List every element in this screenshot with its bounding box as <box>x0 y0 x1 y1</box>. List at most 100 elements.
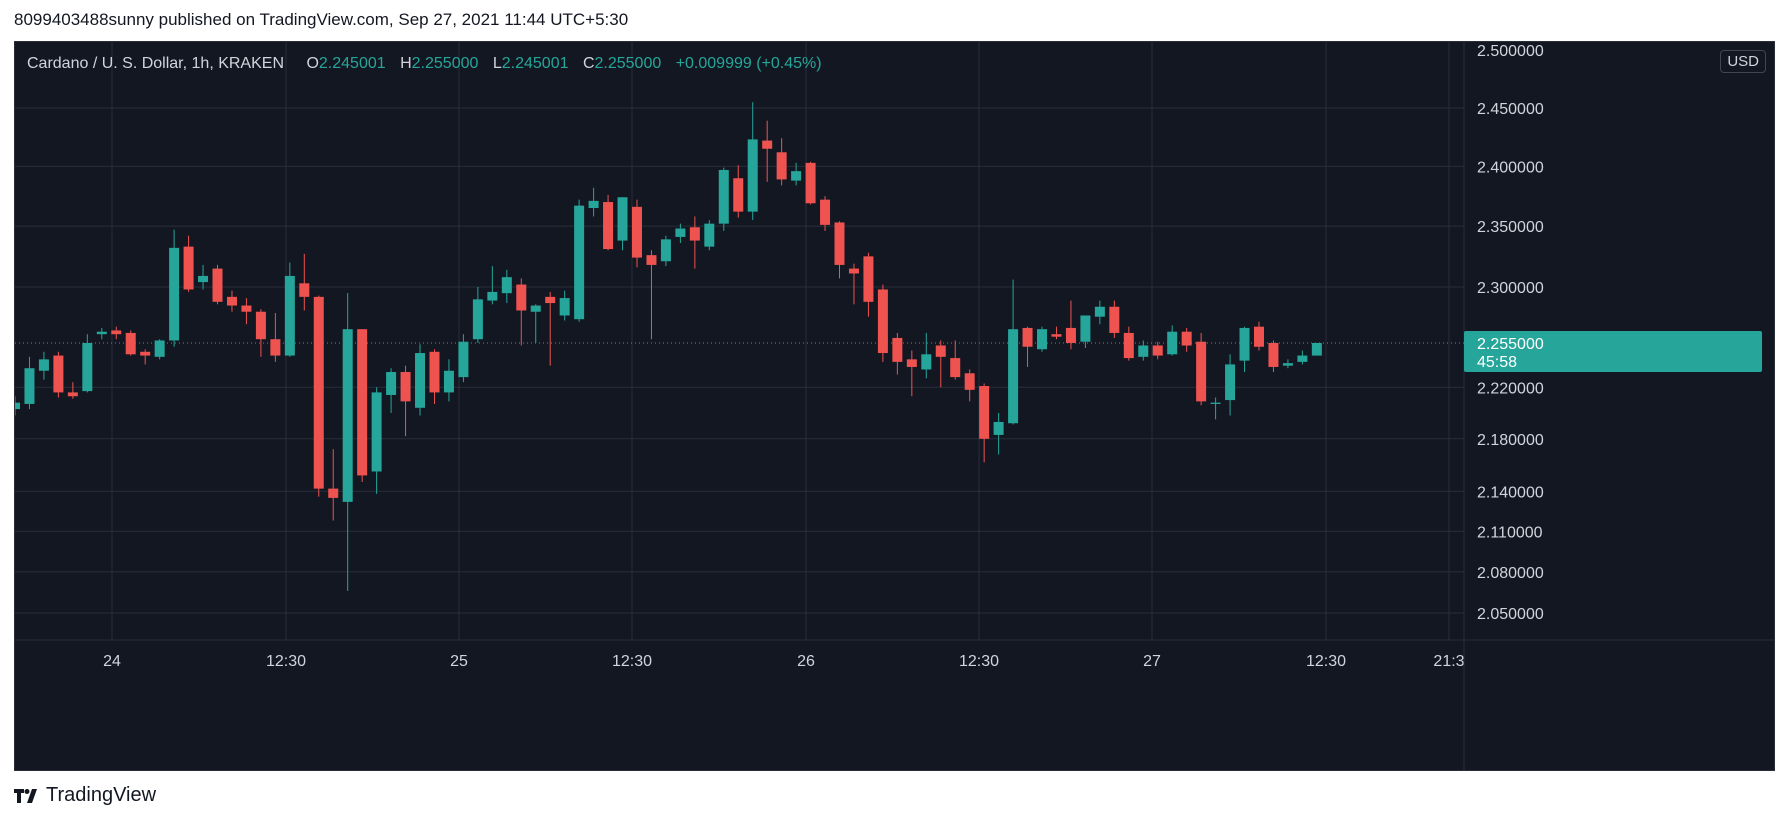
candle-body <box>935 345 946 357</box>
open-value: 2.245001 <box>318 55 386 72</box>
candle-body <box>704 223 715 247</box>
x-tick-label: 21:3 <box>1433 653 1464 670</box>
candle-body <box>921 354 932 370</box>
candle-body <box>689 227 700 241</box>
candle-body <box>1239 327 1250 361</box>
candle-body <box>964 373 975 390</box>
candle-body <box>574 205 585 320</box>
close-label: C <box>582 55 595 72</box>
candle-body <box>906 359 917 367</box>
x-tick-label: 12:30 <box>266 653 306 670</box>
candle-body <box>415 353 426 408</box>
tradingview-logo-icon <box>14 788 37 803</box>
y-tick-label: 2.350000 <box>1477 219 1544 236</box>
candle-body <box>877 289 888 354</box>
candle-body <box>588 200 599 209</box>
y-tick-label: 2.450000 <box>1477 101 1544 118</box>
candle-body <box>1094 306 1105 317</box>
symbol-title[interactable]: Cardano / U. S. Dollar, 1h, KRAKEN <box>27 55 284 72</box>
candle-body <box>82 342 93 392</box>
x-tick-label: 25 <box>450 653 468 670</box>
low-value: 2.245001 <box>501 55 569 72</box>
candle-body <box>15 402 20 410</box>
candle-body <box>1080 315 1091 342</box>
candle-body <box>1123 332 1134 359</box>
candle-body <box>950 358 961 378</box>
last-price-label: 2.255000 <box>1477 336 1544 353</box>
candle-body <box>487 291 498 301</box>
y-tick-label: 2.500000 <box>1477 43 1544 60</box>
candle-body <box>617 197 628 241</box>
candle-body <box>1196 341 1207 402</box>
y-tick-label: 2.220000 <box>1477 380 1544 397</box>
candle-body <box>472 299 483 340</box>
candle-body <box>762 140 773 149</box>
candle-body <box>400 372 411 402</box>
candle-body <box>1282 363 1293 366</box>
high-value: 2.255000 <box>411 55 479 72</box>
candle-body <box>313 296 324 489</box>
candle-body <box>1181 331 1192 346</box>
open-label: O <box>306 55 319 72</box>
x-tick-label: 12:30 <box>612 653 652 670</box>
candle-body <box>1022 327 1033 347</box>
y-tick-label: 2.140000 <box>1477 484 1544 501</box>
candle-body <box>545 296 556 304</box>
candle-body <box>386 372 397 395</box>
x-tick-label: 12:30 <box>959 653 999 670</box>
candle-body <box>733 178 744 212</box>
candle-body <box>1268 342 1279 367</box>
y-tick-label: 2.300000 <box>1477 280 1544 297</box>
candle-body <box>501 277 512 294</box>
candle-body <box>863 256 874 302</box>
candle-body <box>1297 355 1308 362</box>
candle-body <box>1225 364 1236 401</box>
low-label: L <box>492 55 502 72</box>
candle-body <box>328 488 339 498</box>
currency-badge[interactable]: USD <box>1720 50 1766 73</box>
candle-body <box>530 305 541 312</box>
candle-body <box>24 368 35 404</box>
candle-body <box>154 340 165 357</box>
candle-body <box>198 275 209 283</box>
candle-body <box>67 392 78 397</box>
candle-body <box>1210 402 1221 404</box>
y-tick-label: 2.400000 <box>1477 159 1544 176</box>
y-tick-label: 2.180000 <box>1477 432 1544 449</box>
change-value: +0.009999 (+0.45%) <box>675 55 822 72</box>
y-tick-label: 2.050000 <box>1477 606 1544 623</box>
candle-body <box>834 222 845 265</box>
tradingview-brand[interactable]: TradingView <box>14 784 156 807</box>
candle-body <box>1167 331 1178 355</box>
countdown-label: 45:58 <box>1477 354 1517 371</box>
candle-body <box>429 351 440 393</box>
chart-panel[interactable]: 2.050000 2.080000 2.110000 2.140000 2.180000… <box>14 41 1775 771</box>
brand-name: TradingView <box>46 784 157 806</box>
candle-body <box>1253 326 1264 347</box>
candle-body <box>791 171 802 181</box>
candlestick-chart[interactable]: 2.050000 2.080000 2.110000 2.140000 2.180000… <box>15 42 1774 770</box>
candle-body <box>631 206 642 258</box>
candle-body <box>371 392 382 472</box>
candle-body <box>718 169 729 224</box>
candle-body <box>1152 345 1163 356</box>
candle-body <box>848 268 859 274</box>
candle-body <box>675 228 686 237</box>
candle-body <box>1008 329 1019 424</box>
candle-body <box>443 370 454 393</box>
candle-body <box>559 298 570 316</box>
candle-body <box>270 339 281 356</box>
candle-body <box>458 341 469 378</box>
candle-body <box>805 162 816 204</box>
candle-body <box>125 332 136 355</box>
candle-body <box>603 202 614 250</box>
ohlc-legend: Cardano / U. S. Dollar, 1h, KRAKEN O2.24… <box>27 55 822 73</box>
candle-body <box>284 275 295 356</box>
candle-body <box>646 255 657 265</box>
candle-body <box>516 284 527 311</box>
candle-body <box>169 247 180 341</box>
candle-body <box>111 330 122 335</box>
candle-body <box>660 239 671 262</box>
candle-body <box>299 283 310 297</box>
candle-body <box>241 305 252 312</box>
